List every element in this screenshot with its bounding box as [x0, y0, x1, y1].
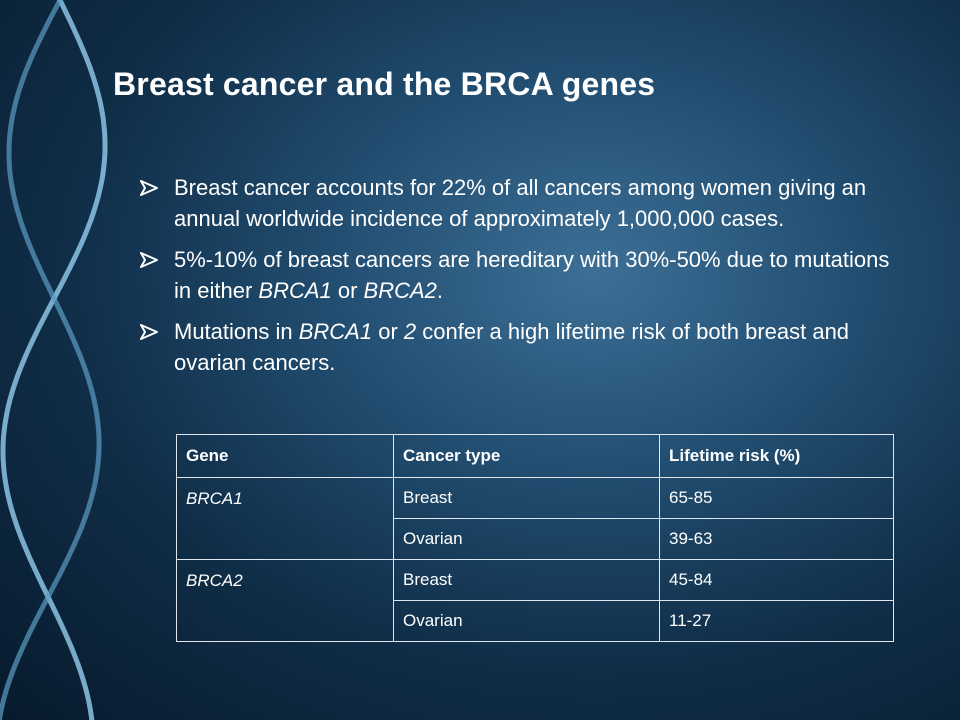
- header-lifetime-risk: Lifetime risk (%): [659, 434, 894, 478]
- bullet-text: .: [436, 278, 444, 303]
- bullet-text: Mutations in: [174, 319, 299, 344]
- cancer-type-cell: Ovarian: [393, 600, 660, 642]
- gene-name-text: BRCA1: [258, 278, 332, 303]
- gene-name-text: BRCA1: [298, 319, 373, 344]
- risk-cell: 39-63: [659, 518, 894, 560]
- table-row: BRCA1 Breast 65-85: [176, 477, 894, 560]
- gene-name-text: BRCA2: [363, 278, 437, 303]
- bullet-text: Breast cancer accounts for 22% of all ca…: [174, 175, 867, 231]
- header-gene: Gene: [176, 434, 394, 478]
- arrow-bullet-icon: [140, 324, 158, 340]
- slide-title: Breast cancer and the BRCA genes: [113, 66, 656, 102]
- cancer-type-cell: Breast: [393, 559, 660, 601]
- arrow-bullet-icon: [140, 180, 158, 196]
- bullet-item: Breast cancer accounts for 22% of all ca…: [140, 172, 910, 234]
- table-header-row: Gene Cancer type Lifetime risk (%): [176, 434, 894, 478]
- bullet-text: or: [372, 319, 404, 344]
- dna-helix-graphic: [0, 0, 108, 720]
- cancer-type-cell: Breast: [393, 477, 660, 519]
- bullet-text: 5%-10% of breast cancers are hereditary …: [174, 247, 890, 303]
- gene-cell: BRCA2: [176, 559, 394, 642]
- gene-name-text: 2: [403, 319, 417, 344]
- cancer-type-cell: Ovarian: [393, 518, 660, 560]
- bullet-text: confer a high lifetime risk of both brea…: [174, 319, 850, 375]
- risk-cell: 65-85: [659, 477, 894, 519]
- bullet-item: 5%-10% of breast cancers are hereditary …: [140, 244, 910, 306]
- bullet-list: Breast cancer accounts for 22% of all ca…: [140, 172, 910, 388]
- risk-cell: 45-84: [659, 559, 894, 601]
- table-row: Ovarian 11-27: [177, 600, 894, 642]
- arrow-bullet-icon: [140, 252, 158, 268]
- bullet-text: or: [331, 278, 364, 303]
- risk-cell: 11-27: [659, 600, 894, 642]
- risk-table: Gene Cancer type Lifetime risk (%) BRCA1…: [176, 434, 894, 642]
- header-cancer-type: Cancer type: [393, 434, 660, 478]
- table-row: Ovarian 39-63: [177, 518, 894, 560]
- bullet-item: Mutations in BRCA1 or 2 confer a high li…: [140, 316, 910, 378]
- gene-cell: BRCA1: [176, 477, 394, 560]
- table-row: BRCA2 Breast 45-84: [176, 559, 894, 642]
